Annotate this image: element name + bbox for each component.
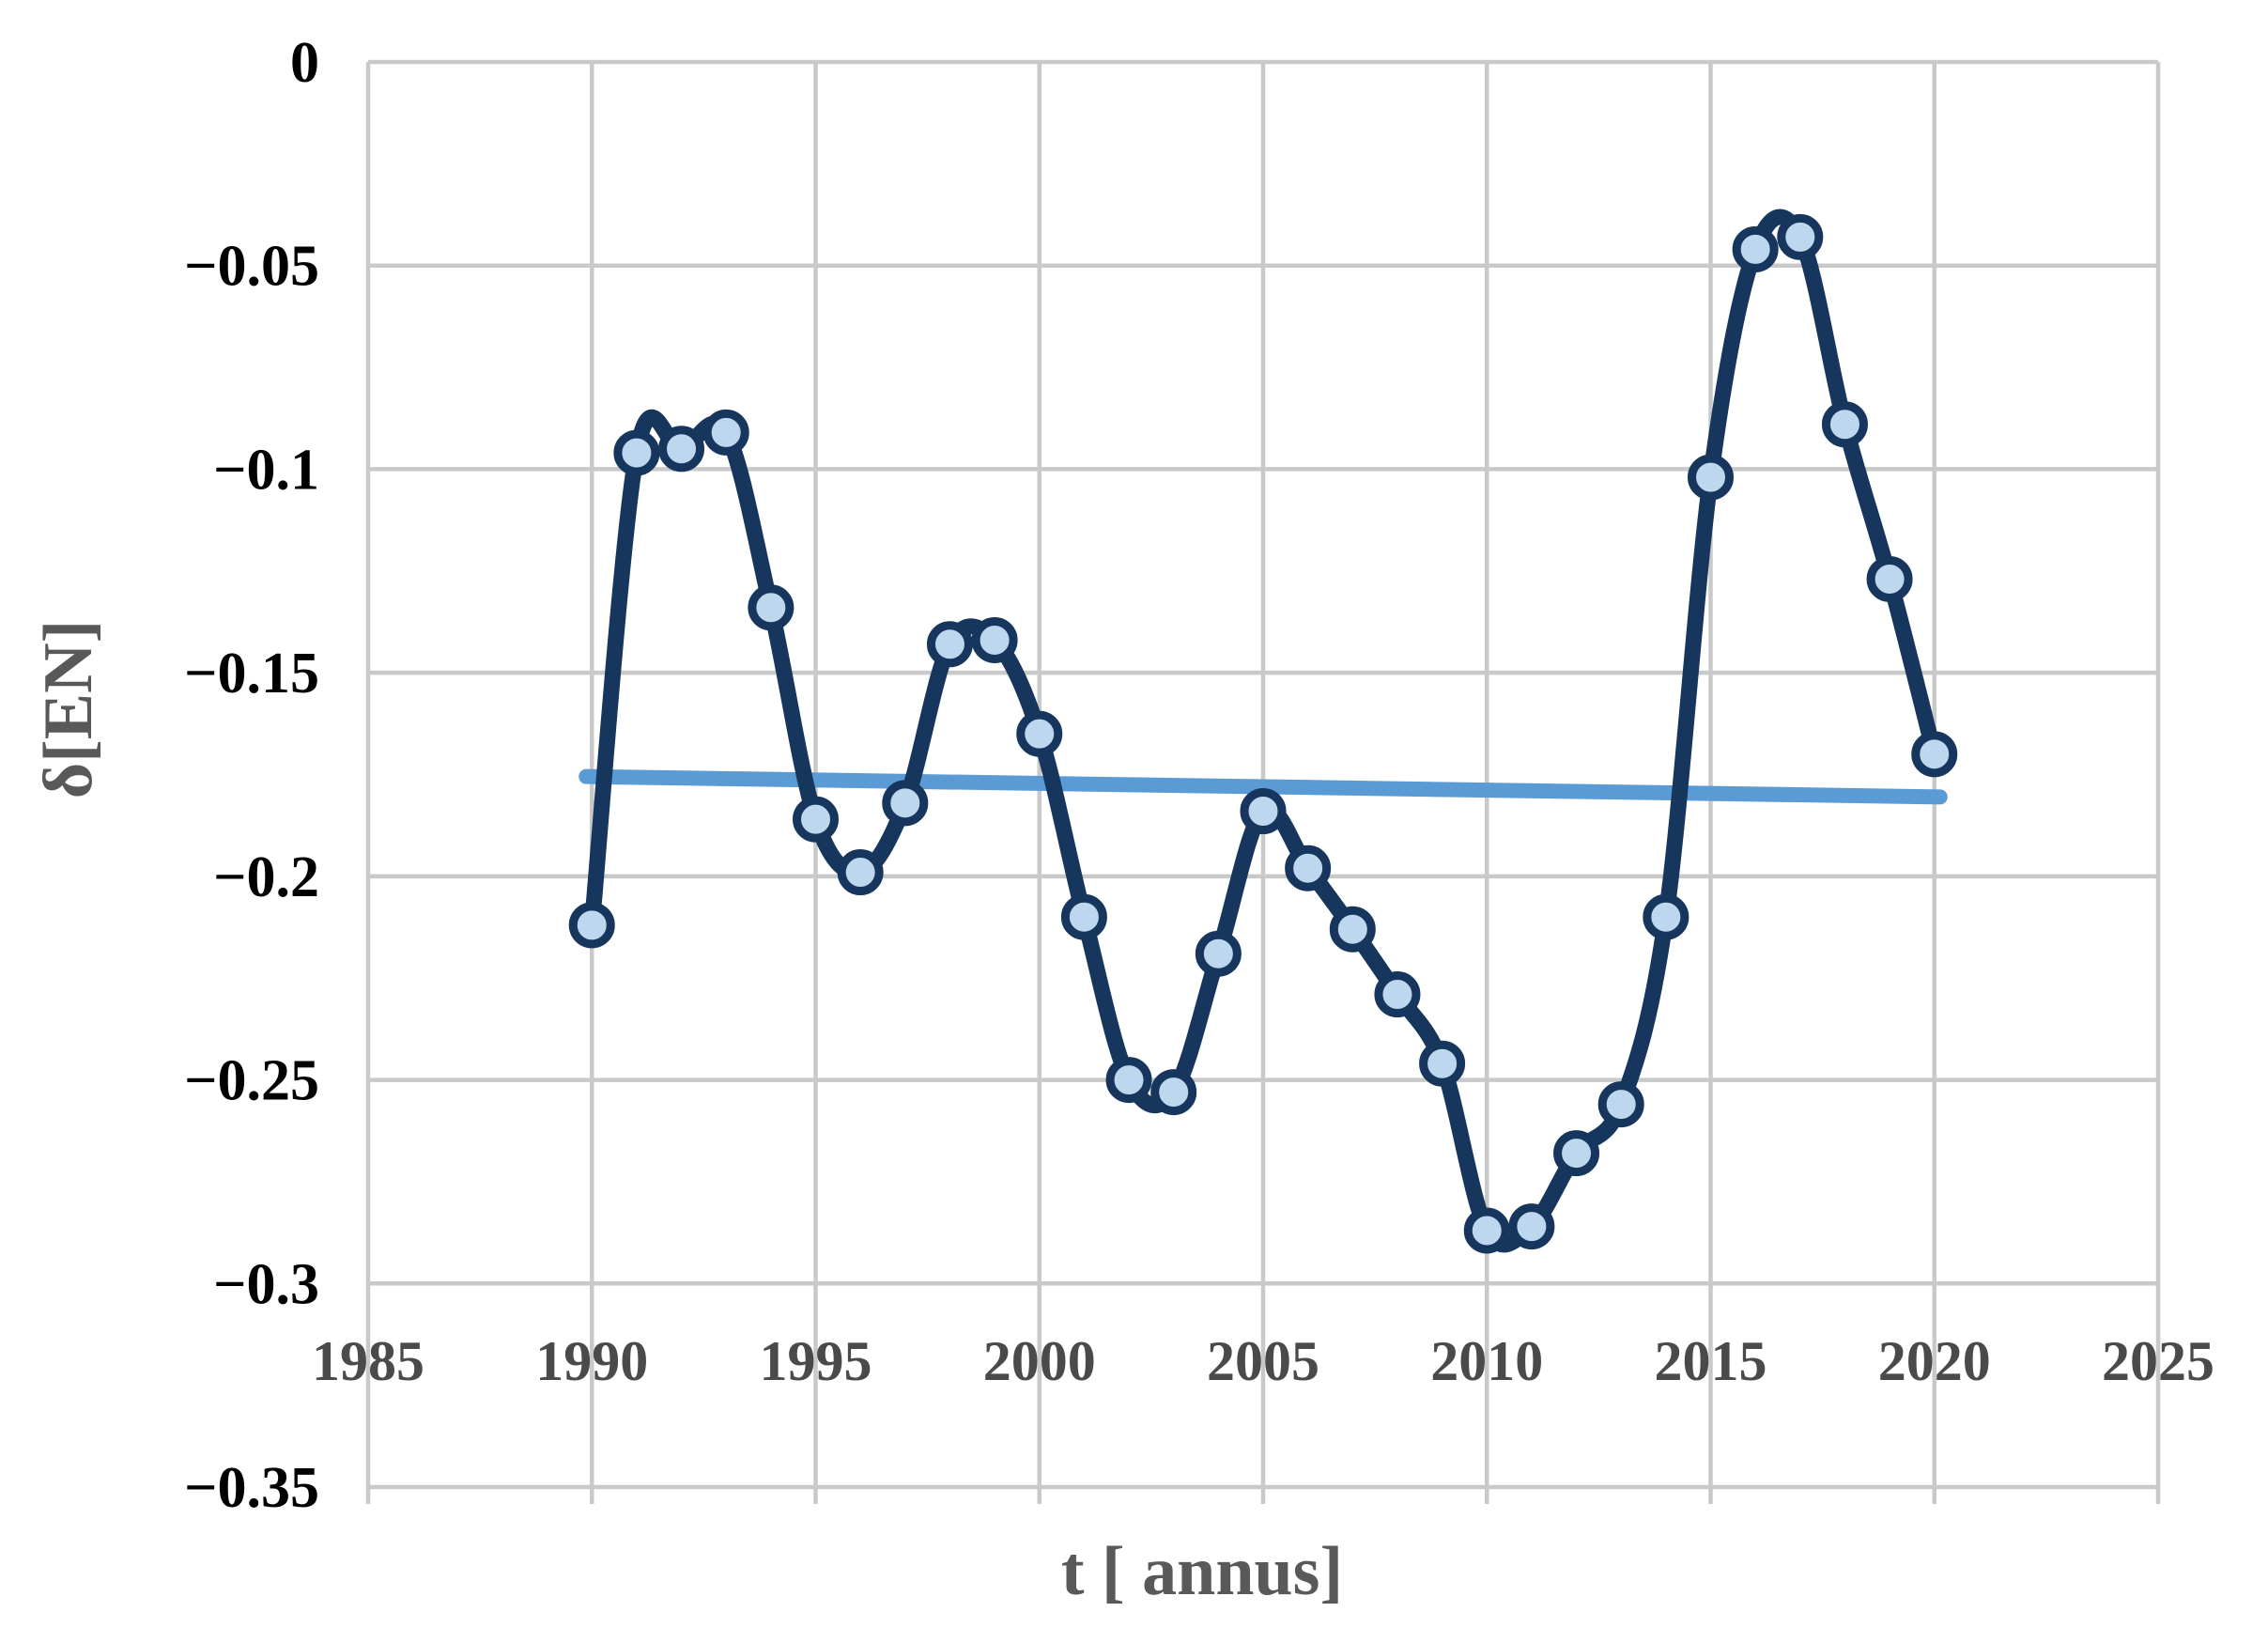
x-tick-label: 2010	[1430, 1330, 1543, 1392]
data-point-marker	[1777, 213, 1824, 260]
data-point-marker	[882, 780, 929, 827]
data-point-marker	[926, 621, 973, 668]
data-point-marker	[1463, 1207, 1510, 1254]
data-point-marker	[1419, 1040, 1466, 1087]
data-point-marker	[1016, 710, 1063, 757]
data-point-marker	[1597, 1081, 1644, 1128]
data-point-marker	[1732, 225, 1779, 272]
y-axis-title: δ[EN]	[30, 620, 107, 799]
x-axis-title: t [ annus]	[1061, 1533, 1343, 1610]
data-point-marker	[971, 616, 1018, 663]
data-point-marker	[1553, 1130, 1600, 1177]
data-point-marker	[1821, 401, 1868, 448]
data-point-marker	[1105, 1057, 1152, 1104]
y-tick-label: 0	[290, 31, 319, 95]
y-tick-label: −0.15	[184, 642, 319, 705]
data-point-marker	[748, 584, 795, 631]
data-point-marker	[702, 409, 749, 456]
data-point-marker	[1688, 454, 1734, 501]
data-point-marker	[1240, 788, 1287, 835]
data-point-marker	[1285, 845, 1332, 891]
y-tick-label: −0.3	[213, 1252, 319, 1316]
x-tick-label: 1990	[535, 1330, 648, 1392]
x-tick-label: 2005	[1207, 1330, 1319, 1392]
x-tick-label: 1985	[312, 1330, 424, 1392]
y-tick-label: −0.2	[213, 845, 319, 909]
x-tick-label: 2020	[1878, 1330, 1991, 1392]
y-tick-label: −0.35	[184, 1456, 319, 1520]
data-point-marker	[1060, 893, 1107, 940]
y-tick-label: −0.1	[213, 438, 319, 502]
y-tick-label: −0.25	[184, 1049, 319, 1113]
data-point-marker	[568, 902, 615, 949]
tick-labels: 0 −0.05 −0.1 −0.15 −0.2 −0.25 −0.3 −0.35 1985 199…	[184, 31, 2214, 1520]
data-point-marker	[1329, 906, 1376, 953]
data-point-marker	[837, 849, 884, 896]
data-point-marker	[1195, 930, 1242, 977]
data-point-marker	[793, 796, 839, 843]
data-point-marker	[1508, 1203, 1555, 1250]
data-point-marker	[1150, 1069, 1197, 1116]
data-point-marker	[1866, 555, 1913, 602]
data-point-marker	[658, 426, 705, 473]
x-tick-label: 2025	[2102, 1330, 2214, 1392]
x-tick-label: 2000	[983, 1330, 1096, 1392]
data-point-marker	[1643, 893, 1689, 940]
x-tick-label: 1995	[760, 1330, 872, 1392]
data-point-marker	[1374, 971, 1421, 1018]
data-point-marker	[613, 429, 660, 476]
x-tick-label: 2015	[1655, 1330, 1767, 1392]
data-series	[568, 209, 1958, 1254]
y-tick-label: −0.05	[184, 235, 319, 299]
data-point-marker	[1911, 731, 1958, 778]
